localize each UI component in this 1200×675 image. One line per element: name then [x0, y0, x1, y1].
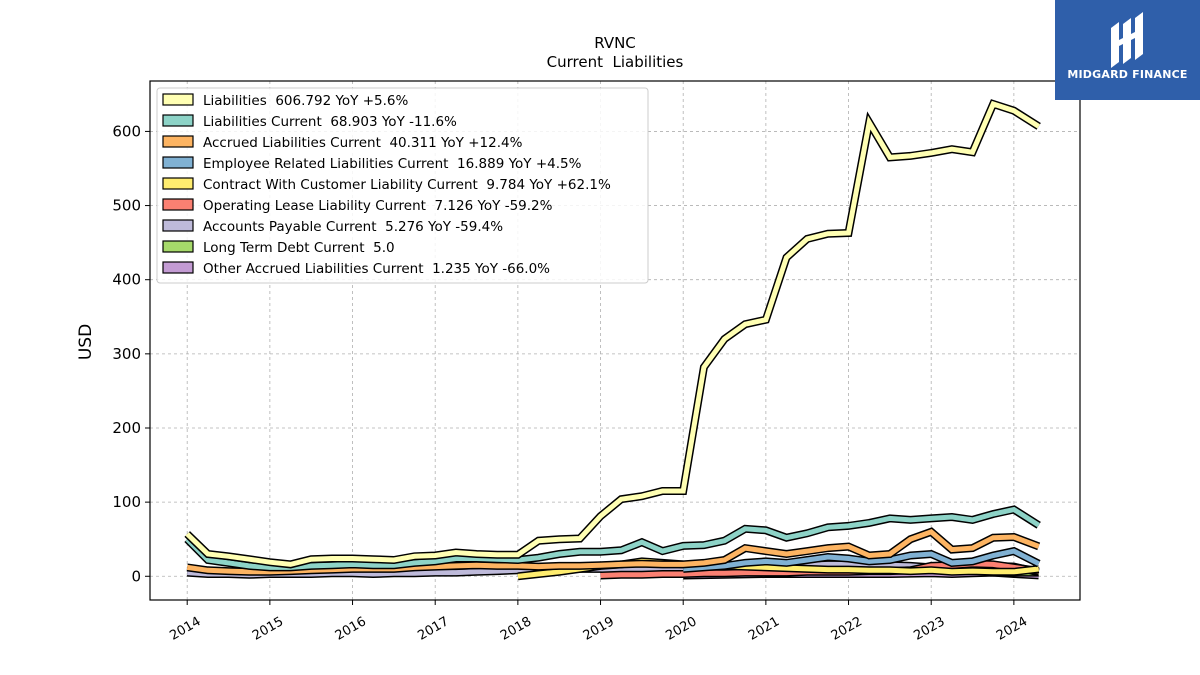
legend-swatch: [162, 219, 194, 232]
series-line: [185, 506, 1041, 570]
plot-frame: [149, 80, 1081, 601]
brand-name: MIDGARD FINANCE: [1067, 68, 1188, 81]
series-line: [186, 528, 1040, 575]
legend-entry: Long Term Debt Current 5.0: [203, 240, 395, 256]
legend-entry: Accrued Liabilities Current 40.311 YoY +…: [203, 135, 523, 151]
legend-box: [156, 87, 649, 284]
legend-entry: Accounts Payable Current 5.276 YoY -59.4…: [203, 219, 503, 235]
y-tick-label: 0: [131, 567, 141, 585]
y-tick-label: 500: [112, 197, 141, 215]
legend-swatch: [162, 240, 194, 253]
y-tick-label: 200: [112, 419, 141, 437]
x-tick-label: 2017: [415, 614, 451, 644]
brand-logo: MIDGARD FINANCE: [1055, 0, 1200, 100]
legend-swatch: [162, 198, 194, 211]
y-tick-label: 400: [112, 271, 141, 289]
brand-logo-icon: [1111, 12, 1143, 68]
chart-title: RVNC: [594, 34, 636, 52]
legend-swatch: [162, 114, 194, 127]
legend: Liabilities 606.792 YoY +5.6% Liabilities…: [156, 87, 649, 284]
x-tick-label: 2018: [498, 614, 534, 644]
y-tick-label: 100: [112, 493, 141, 511]
x-tick-label: 2024: [994, 614, 1030, 644]
series-accrued-liabilities-current: [186, 527, 1041, 576]
legend-entry: Employee Related Liabilities Current 16.…: [203, 156, 582, 172]
y-axis-label: USD: [76, 324, 96, 360]
legend-swatch: [162, 135, 194, 148]
x-tick-label: 2023: [911, 614, 947, 644]
x-tick-label: 2016: [333, 614, 369, 644]
y-tick-label: 300: [112, 345, 141, 363]
grid-lines: [150, 81, 1080, 600]
legend-swatch: [162, 156, 194, 169]
x-tick-label: 2020: [663, 614, 699, 644]
series-line: [683, 548, 1040, 572]
x-tick-label: 2014: [167, 614, 203, 644]
y-axis-ticks: 0 100 200 300 400 500 600: [112, 122, 150, 585]
legend-swatch: [162, 177, 194, 190]
legend-entry: Liabilities 606.792 YoY +5.6%: [203, 93, 408, 109]
legend-swatch: [162, 261, 194, 274]
series-liabilities-current: [184, 505, 1041, 572]
x-tick-label: 2015: [250, 614, 286, 644]
y-tick-label: 600: [112, 122, 141, 140]
x-tick-label: 2022: [829, 614, 865, 644]
legend-entry: Operating Lease Liability Current 7.126 …: [203, 198, 553, 214]
legend-entry: Other Accrued Liabilities Current 1.235 …: [203, 261, 550, 277]
legend-swatch: [162, 93, 194, 106]
legend-entry: Liabilities Current 68.903 YoY -11.6%: [203, 114, 457, 130]
x-tick-label: 2021: [746, 614, 782, 644]
x-axis-ticks: 2014 2015 2016 2017 2018 2019 2020 2021 2022 2023…: [167, 600, 1030, 644]
chart-subtitle: Current Liabilities: [547, 53, 684, 71]
series-line: [185, 100, 1041, 567]
series-layer: [184, 99, 1041, 581]
series-employee-related-liabilities-current: [682, 546, 1041, 573]
series-liabilities: [184, 99, 1041, 569]
legend-entry: Contract With Customer Liability Current…: [203, 177, 611, 193]
x-tick-label: 2019: [581, 614, 617, 644]
